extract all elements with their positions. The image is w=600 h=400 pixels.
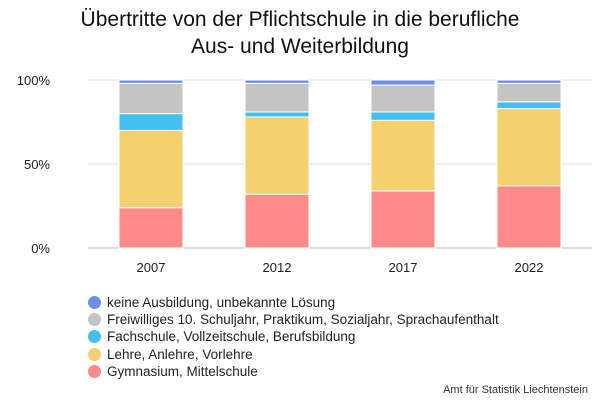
legend-item: Freiwilliges 10. Schuljahr, Praktikum, S… <box>88 311 499 328</box>
legend-swatch-icon <box>88 347 101 361</box>
bar-segment <box>118 207 184 249</box>
bar-segment <box>118 82 184 115</box>
legend-item: Gymnasium, Mittelschule <box>88 363 499 380</box>
chart-legend: keine Ausbildung, unbekannte Lösung Freiw… <box>88 294 499 380</box>
bar-segment <box>244 79 310 84</box>
x-tick-label: 2022 <box>515 260 544 275</box>
chart-title-line-1: Übertritte von der Pflichtschule in die … <box>80 8 520 31</box>
legend-label: Freiwilliges 10. Schuljahr, Praktikum, S… <box>107 312 499 328</box>
legend-item: keine Ausbildung, unbekannte Lösung <box>88 294 499 311</box>
legend-label: Lehre, Anlehre, Vorlehre <box>107 346 253 362</box>
bar-segment <box>244 82 310 113</box>
legend-label: Fachschule, Vollzeitschule, Berufsbildun… <box>107 329 356 345</box>
legend-swatch-icon <box>88 313 101 327</box>
chart-title: Übertritte von der Pflichtschule in die … <box>0 6 600 60</box>
bar-segment <box>496 79 562 84</box>
x-tick-label: 2012 <box>263 260 292 275</box>
bar-segment <box>496 185 562 249</box>
legend-label: Gymnasium, Mittelschule <box>107 363 258 379</box>
bar-segment <box>496 82 562 103</box>
legend-label: keine Ausbildung, unbekannte Lösung <box>107 295 336 311</box>
y-tick-label: 100% <box>17 73 51 88</box>
legend-item: Fachschule, Vollzeitschule, Berufsbildun… <box>88 328 499 345</box>
bar-segment <box>370 190 436 249</box>
bar-segment <box>370 119 436 192</box>
x-tick-label: 2007 <box>137 260 166 275</box>
legend-swatch-icon <box>88 364 101 378</box>
bar-segment <box>118 79 184 84</box>
bar-segment <box>244 111 310 118</box>
bar-segment <box>118 113 184 131</box>
bar-segment <box>496 101 562 110</box>
y-tick-label: 0% <box>31 241 50 256</box>
chart-title-line-2: Aus- und Weiterbildung <box>191 35 409 58</box>
legend-swatch-icon <box>88 296 101 310</box>
bar-segment <box>496 108 562 187</box>
x-tick-label: 2017 <box>389 260 418 275</box>
legend-swatch-icon <box>88 330 101 344</box>
bar-segment <box>370 111 436 121</box>
bar-segment <box>370 84 436 113</box>
bar-segment <box>244 116 310 195</box>
source-note: Amt für Statistik Liechtenstein <box>443 384 588 396</box>
bar-segment <box>370 79 436 86</box>
bar-segment <box>244 193 310 249</box>
y-tick-label: 50% <box>24 157 50 172</box>
bar-segment <box>118 129 184 209</box>
legend-item: Lehre, Anlehre, Vorlehre <box>88 346 499 363</box>
